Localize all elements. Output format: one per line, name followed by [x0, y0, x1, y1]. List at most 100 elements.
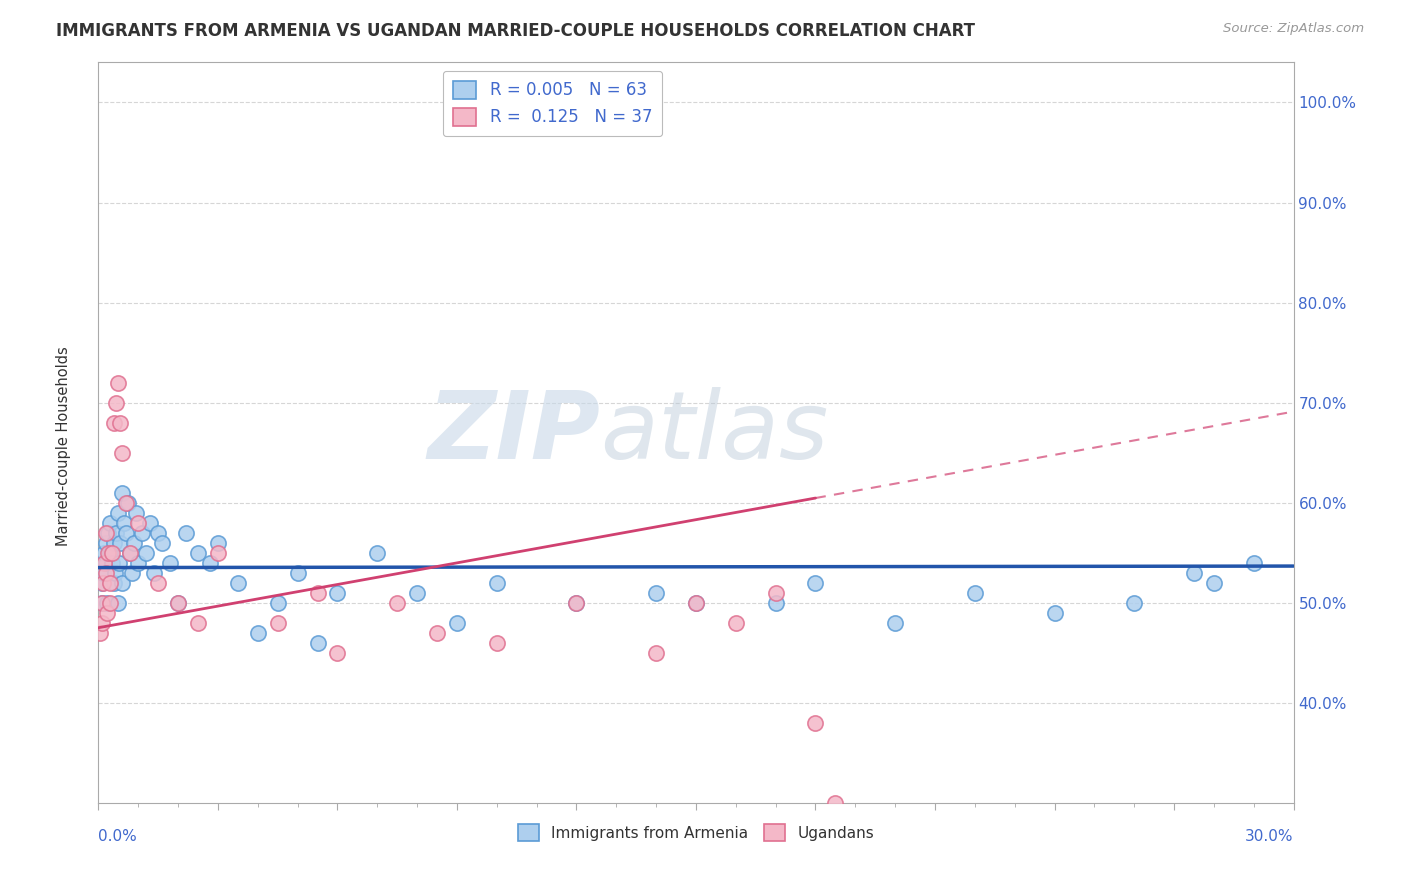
Point: [765, 585, 787, 599]
Point: [97, 525, 120, 540]
Point: [103, 416, 125, 430]
Point: [143, 566, 166, 580]
Point: [565, 596, 588, 610]
Point: [111, 485, 134, 500]
Point: [174, 525, 197, 540]
Point: [93, 546, 115, 560]
Point: [91, 575, 114, 590]
Point: [645, 646, 668, 660]
Text: IMMIGRANTS FROM ARMENIA VS UGANDAN MARRIED-COUPLE HOUSEHOLDS CORRELATION CHART: IMMIGRANTS FROM ARMENIA VS UGANDAN MARRI…: [56, 22, 976, 40]
Point: [426, 625, 449, 640]
Point: [96, 596, 118, 610]
Point: [1202, 575, 1225, 590]
Point: [1182, 566, 1205, 580]
Point: [101, 546, 124, 560]
Legend: Immigrants from Armenia, Ugandans: Immigrants from Armenia, Ugandans: [512, 818, 880, 847]
Point: [94, 566, 117, 580]
Point: [97, 546, 120, 560]
Point: [93, 556, 115, 570]
Point: [112, 516, 135, 530]
Text: Source: ZipAtlas.com: Source: ZipAtlas.com: [1223, 22, 1364, 36]
Text: Married-couple Households: Married-couple Households: [56, 346, 70, 546]
Text: atlas: atlas: [600, 387, 828, 478]
Point: [101, 556, 124, 570]
Point: [150, 535, 173, 549]
Point: [267, 596, 290, 610]
Point: [824, 796, 846, 810]
Point: [307, 636, 329, 650]
Point: [226, 575, 249, 590]
Point: [94, 556, 117, 570]
Point: [645, 585, 668, 599]
Point: [1243, 556, 1265, 570]
Point: [485, 575, 508, 590]
Point: [685, 596, 707, 610]
Point: [91, 596, 114, 610]
Point: [111, 445, 134, 459]
Point: [804, 575, 827, 590]
Point: [96, 535, 118, 549]
Point: [1043, 606, 1066, 620]
Point: [159, 556, 181, 570]
Point: [198, 556, 221, 570]
Point: [107, 596, 129, 610]
Point: [91, 575, 114, 590]
Point: [110, 575, 132, 590]
Point: [765, 596, 787, 610]
Point: [89, 625, 111, 640]
Point: [107, 376, 129, 390]
Point: [724, 615, 747, 630]
Point: [98, 516, 122, 530]
Point: [963, 585, 986, 599]
Point: [326, 585, 349, 599]
Point: [96, 606, 118, 620]
Point: [135, 546, 157, 560]
Point: [91, 566, 114, 580]
Point: [804, 715, 827, 730]
Point: [105, 395, 128, 409]
Text: ZIP: ZIP: [427, 386, 600, 479]
Point: [125, 506, 148, 520]
Point: [115, 496, 138, 510]
Point: [267, 615, 290, 630]
Point: [96, 525, 118, 540]
Point: [287, 566, 309, 580]
Text: 0.0%: 0.0%: [98, 829, 138, 844]
Point: [884, 615, 907, 630]
Point: [127, 516, 149, 530]
Point: [207, 546, 229, 560]
Point: [124, 535, 146, 549]
Point: [685, 596, 707, 610]
Point: [110, 416, 132, 430]
Point: [366, 546, 388, 560]
Point: [406, 585, 429, 599]
Text: 30.0%: 30.0%: [1246, 829, 1294, 844]
Point: [326, 646, 349, 660]
Point: [98, 596, 122, 610]
Point: [131, 525, 153, 540]
Point: [127, 556, 149, 570]
Point: [90, 596, 112, 610]
Point: [167, 596, 190, 610]
Point: [1123, 596, 1146, 610]
Point: [108, 556, 131, 570]
Point: [103, 575, 125, 590]
Point: [120, 546, 142, 560]
Point: [565, 596, 588, 610]
Point: [207, 535, 229, 549]
Point: [187, 546, 209, 560]
Point: [103, 535, 125, 549]
Point: [485, 636, 508, 650]
Point: [98, 546, 121, 560]
Point: [446, 615, 468, 630]
Point: [246, 625, 269, 640]
Point: [90, 615, 112, 630]
Point: [115, 525, 138, 540]
Point: [98, 575, 121, 590]
Point: [117, 496, 139, 510]
Point: [148, 525, 170, 540]
Point: [120, 546, 142, 560]
Point: [104, 566, 127, 580]
Point: [139, 516, 162, 530]
Point: [167, 596, 190, 610]
